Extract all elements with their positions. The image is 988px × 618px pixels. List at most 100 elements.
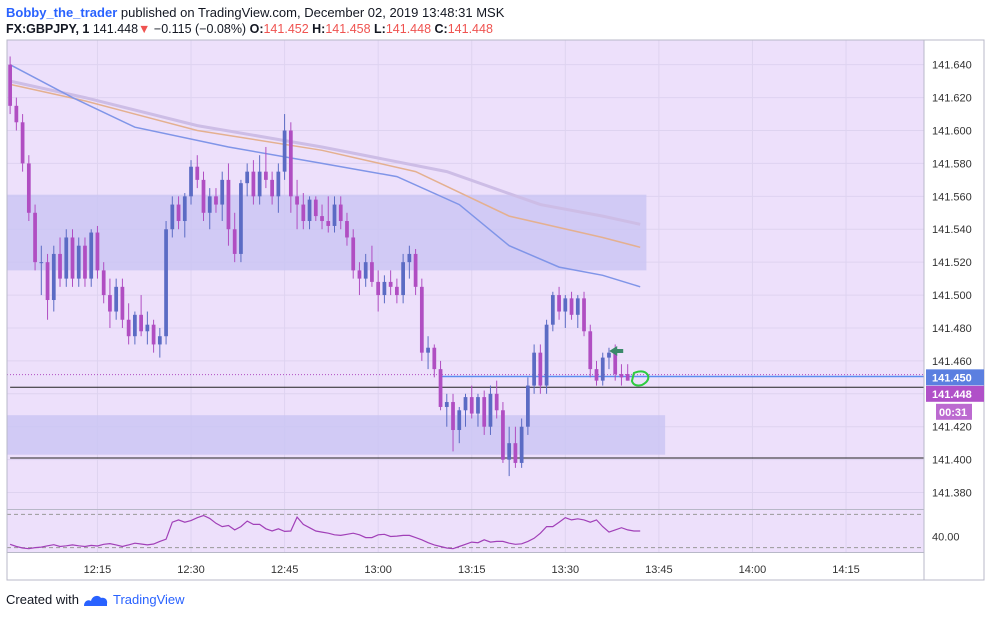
candle-body xyxy=(395,286,399,296)
candle-body xyxy=(120,286,125,320)
time-tick-label: 13:45 xyxy=(645,564,673,576)
price-tick-label: 141.400 xyxy=(932,455,972,467)
candle-body xyxy=(164,229,168,337)
candle-body xyxy=(544,324,549,386)
candle-body xyxy=(95,232,100,271)
publish-header: Bobby_the_trader published on TradingVie… xyxy=(6,5,504,20)
candle-body xyxy=(588,331,593,370)
candle-body xyxy=(101,270,106,296)
time-tick-label: 13:00 xyxy=(364,564,392,576)
candle-body xyxy=(39,262,44,264)
candle-body xyxy=(357,270,362,279)
candle-body xyxy=(114,286,119,312)
open-value: 141.452 xyxy=(263,22,309,36)
candle-body xyxy=(457,410,462,431)
tradingview-logo-icon xyxy=(83,595,108,606)
candle-body xyxy=(494,393,499,411)
candle-body xyxy=(563,298,568,312)
price-tick-label: 141.600 xyxy=(932,126,972,138)
candle-body xyxy=(482,397,487,427)
time-tick-label: 12:45 xyxy=(271,564,299,576)
candle-body xyxy=(351,237,356,271)
candle-body xyxy=(145,324,150,332)
support-resistance-zone xyxy=(7,194,647,271)
candle-body xyxy=(295,196,299,205)
footer: Created with TradingView xyxy=(6,592,185,607)
candle-body xyxy=(575,298,580,315)
price-tick-label: 141.480 xyxy=(932,323,972,335)
candle-body xyxy=(264,171,268,180)
time-tick-label: 14:15 xyxy=(832,564,860,576)
candle-body xyxy=(26,163,31,213)
candle-body xyxy=(301,204,306,222)
last-price: 141.448 xyxy=(92,22,139,36)
support-resistance-zone xyxy=(7,415,666,455)
candle-body xyxy=(607,352,611,358)
rsi-tick-label: 40.00 xyxy=(932,532,960,544)
created-with-label: Created with xyxy=(6,592,79,607)
candle-body xyxy=(33,212,37,263)
time-tick-label: 12:30 xyxy=(177,564,205,576)
candle-body xyxy=(569,298,574,315)
candle-body xyxy=(288,130,293,197)
moving-average-blue xyxy=(9,64,641,288)
candle-body xyxy=(239,183,243,254)
green-circle-marker xyxy=(630,370,650,387)
candle-body xyxy=(270,179,274,197)
candle-body xyxy=(363,262,368,279)
candle-body xyxy=(108,295,112,312)
rsi-line xyxy=(9,514,641,550)
candle-body xyxy=(126,319,131,337)
candle-body xyxy=(176,204,181,222)
low-label: L: xyxy=(374,22,386,36)
candle-body xyxy=(419,286,424,353)
candle-body xyxy=(320,216,324,222)
candle-body xyxy=(338,204,343,222)
close-label: C: xyxy=(434,22,448,36)
time-tick-label: 13:30 xyxy=(552,564,580,576)
price-change: −0.115 (−0.08%) xyxy=(153,22,247,36)
candle-body xyxy=(151,324,156,345)
candle-body xyxy=(451,402,455,431)
price-badge xyxy=(926,369,984,386)
candle-body xyxy=(376,281,381,296)
candle-body xyxy=(51,253,56,301)
candle-body xyxy=(307,199,312,222)
candle-body xyxy=(133,314,137,337)
candle-body xyxy=(557,295,561,312)
symbol-label: FX:GBPJPY, 1 xyxy=(6,22,90,36)
candle-body xyxy=(276,171,281,197)
price-tick-label: 141.500 xyxy=(932,290,972,302)
price-axis-pane xyxy=(923,39,985,581)
candle-body xyxy=(513,443,518,463)
author-name[interactable]: Bobby_the_trader xyxy=(6,5,118,20)
candle-body xyxy=(232,229,237,254)
candle-body xyxy=(251,171,256,197)
candle-body xyxy=(519,426,524,463)
open-label: O: xyxy=(249,22,264,36)
candle-body xyxy=(220,179,225,205)
candle-body xyxy=(189,166,193,197)
candle-body xyxy=(426,347,430,353)
candle-body xyxy=(401,262,405,296)
rsi-pane-bg xyxy=(7,510,924,552)
candle-body xyxy=(501,410,505,460)
candle-body xyxy=(207,196,212,213)
candle-body xyxy=(64,237,69,279)
tradingview-brand[interactable]: TradingView xyxy=(112,592,185,607)
candle-body xyxy=(432,347,437,370)
candle-body xyxy=(76,245,81,279)
candle-body xyxy=(8,64,12,106)
candle-body xyxy=(201,179,206,213)
candle-body xyxy=(532,352,536,386)
candle-body xyxy=(139,314,143,332)
candle-body xyxy=(438,369,443,407)
candle-body xyxy=(469,397,474,414)
candle-body xyxy=(625,374,630,381)
price-tick-label: 141.460 xyxy=(932,356,972,368)
countdown-badge xyxy=(936,403,972,420)
candle-body xyxy=(14,105,19,123)
candle-body xyxy=(413,253,418,287)
candle-body xyxy=(382,281,387,296)
